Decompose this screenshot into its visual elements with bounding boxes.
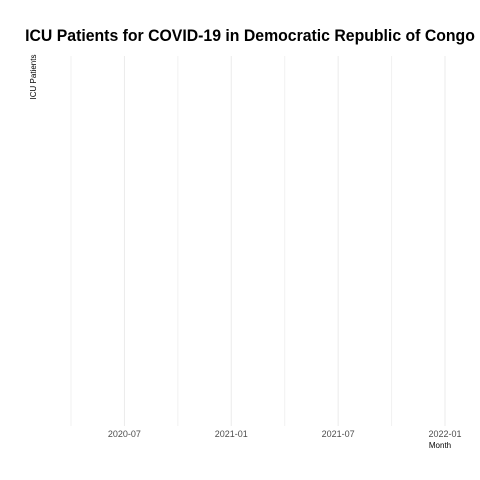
x-tick-label: 2021-01 xyxy=(215,429,248,439)
gridlines xyxy=(70,56,446,426)
x-tick-label: 2020-07 xyxy=(108,429,141,439)
x-tick-label: 2021-07 xyxy=(322,429,355,439)
x-tick-labels: 2020-07 2021-01 2021-07 2022-01 xyxy=(108,429,462,439)
x-axis-title: Month xyxy=(429,441,451,450)
chart-title: ICU Patients for COVID-19 in Democratic … xyxy=(25,26,475,45)
x-tick-label: 2022-01 xyxy=(428,429,461,439)
y-axis-title: ICU Patients xyxy=(29,55,38,100)
